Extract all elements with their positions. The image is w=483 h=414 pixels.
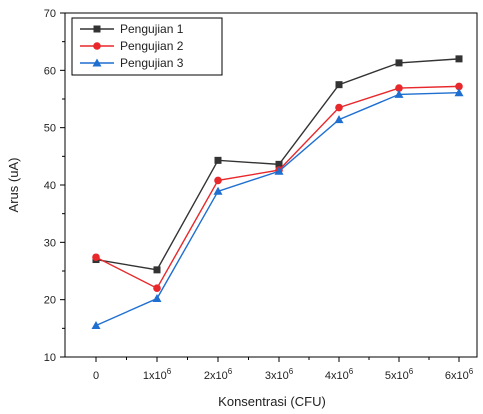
data-point [152, 294, 162, 303]
y-axis: 10 20 30 40 50 60 70 [44, 8, 65, 364]
x-axis: 0 1x106 2x106 3x106 4x106 5x106 6x106 [93, 357, 474, 382]
data-point [91, 320, 101, 329]
data-point [153, 266, 161, 274]
y-tick-label: 50 [44, 123, 56, 135]
x-tick-label: 1x106 [143, 367, 172, 382]
data-point [213, 186, 223, 195]
legend-item: Pengujian 2 [80, 39, 184, 53]
data-point [394, 89, 404, 98]
legend-item: Pengujian 1 [80, 22, 184, 36]
data-point [274, 166, 284, 175]
x-axis-title: Konsentrasi (CFU) [218, 394, 326, 409]
legend-item: Pengujian 3 [80, 56, 184, 70]
x-tick-label: 6x106 [445, 367, 474, 382]
y-tick-label: 20 [44, 295, 56, 307]
data-point [214, 156, 222, 164]
y-tick-label: 10 [44, 352, 56, 364]
data-point [153, 284, 161, 293]
x-tick-label: 5x106 [385, 367, 414, 382]
data-point [92, 253, 100, 262]
series-line [95, 85, 460, 290]
series-2 [92, 82, 463, 293]
x-tick-label: 3x106 [265, 367, 294, 382]
series-3 [91, 88, 464, 329]
legend-label: Pengujian 2 [120, 39, 184, 53]
legend-label: Pengujian 1 [120, 22, 184, 36]
series-layer [91, 55, 464, 329]
data-point [455, 55, 463, 63]
data-point [335, 81, 343, 89]
series-line [95, 91, 460, 327]
data-point [214, 176, 222, 185]
y-tick-label: 40 [44, 180, 56, 192]
y-tick-label: 70 [44, 8, 56, 20]
data-point [335, 103, 343, 112]
legend-marker [93, 42, 101, 50]
data-point [395, 59, 403, 67]
legend-marker [92, 58, 102, 67]
legend-marker [93, 25, 101, 33]
data-point [275, 160, 283, 168]
legend-label: Pengujian 3 [120, 56, 184, 70]
legend: Pengujian 1 Pengujian 2 Pengujian 3 [71, 17, 223, 76]
data-point [395, 84, 403, 92]
y-tick-label: 30 [44, 237, 56, 249]
x-tick-label: 4x106 [325, 367, 354, 382]
y-axis-title: Arus (uA) [6, 158, 21, 213]
data-point [455, 82, 463, 91]
y-tick-label: 60 [44, 65, 56, 77]
x-tick-label: 0 [93, 370, 99, 382]
x-tick-label: 2x106 [204, 367, 233, 382]
data-point [454, 88, 464, 97]
data-point [334, 115, 344, 124]
